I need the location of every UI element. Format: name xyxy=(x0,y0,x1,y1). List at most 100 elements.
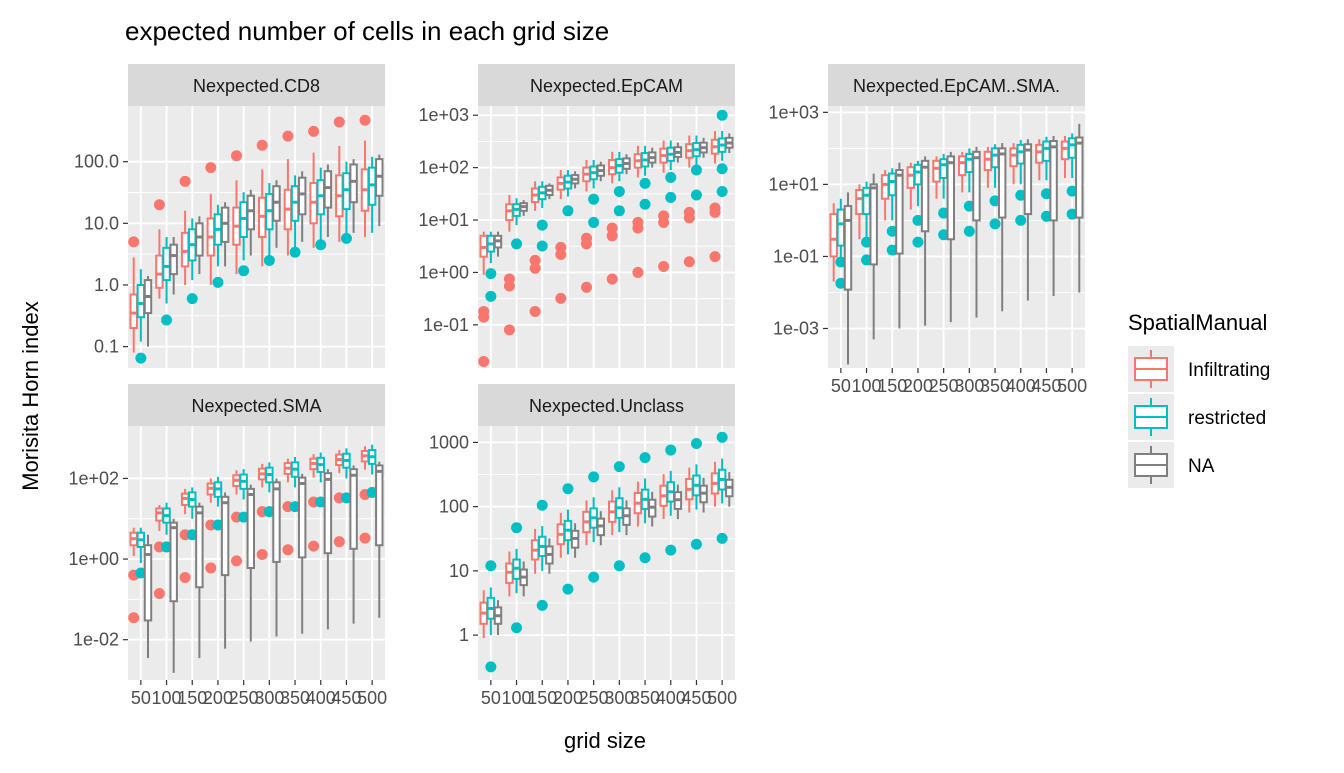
outlier-point xyxy=(555,241,567,253)
box xyxy=(1009,147,1018,168)
y-tick-label: 1.0 xyxy=(94,275,119,295)
box xyxy=(1023,143,1033,216)
box xyxy=(155,254,164,289)
outlier-point xyxy=(665,544,677,556)
outlier-point xyxy=(690,538,702,550)
outlier-point xyxy=(153,587,165,599)
outlier-point xyxy=(632,266,644,278)
facet-strip xyxy=(478,384,735,426)
box xyxy=(990,147,1000,169)
box xyxy=(862,186,871,216)
box xyxy=(272,481,281,563)
panel-marks xyxy=(128,444,384,673)
outlier-point xyxy=(588,193,600,205)
outlier-point xyxy=(315,496,327,508)
outlier-point xyxy=(289,246,301,258)
outlier-point xyxy=(639,552,651,564)
facet-strip xyxy=(478,64,735,106)
outlier-point xyxy=(588,571,600,583)
y-tick-label: 1e+00 xyxy=(68,549,119,569)
outlier-point xyxy=(212,519,224,531)
outlier-point xyxy=(886,244,898,256)
x-tick-label: 150 xyxy=(177,688,207,708)
x-tick-label: 300 xyxy=(254,688,284,708)
chart-title: expected number of cells in each grid si… xyxy=(125,16,609,46)
outlier-point xyxy=(1066,185,1078,197)
outlier-point xyxy=(536,499,548,511)
legend: SpatialManual Infiltrating restricted NA xyxy=(1128,310,1270,488)
x-tick-label: 200 xyxy=(203,688,233,708)
box xyxy=(836,208,846,247)
outlier-point xyxy=(613,461,625,473)
outlier-point xyxy=(333,536,345,548)
x-tick-label: 300 xyxy=(604,688,634,708)
outlier-point xyxy=(658,210,670,222)
legend-item-label: Infiltrating xyxy=(1188,360,1270,381)
outlier-point xyxy=(536,599,548,611)
x-tick-label: 250 xyxy=(579,688,609,708)
outlier-point xyxy=(639,452,651,464)
outlier-point xyxy=(886,225,898,237)
x-tick-label: 100 xyxy=(502,688,532,708)
outlier-point xyxy=(613,560,625,572)
outlier-point xyxy=(529,262,541,274)
box xyxy=(180,231,190,268)
box xyxy=(997,147,1007,219)
facet-strip-label: Nexpected.SMA xyxy=(191,396,321,416)
outlier-point xyxy=(135,567,147,579)
y-tick-label: 1e-02 xyxy=(73,630,119,650)
box xyxy=(913,163,923,186)
box xyxy=(895,169,904,255)
outlier-point xyxy=(606,222,618,234)
y-tick-label: 100 xyxy=(439,497,469,517)
outlier-point xyxy=(562,583,574,595)
outlier-point xyxy=(665,444,677,456)
box xyxy=(946,155,956,241)
y-tick-label: 1e+03 xyxy=(768,102,819,122)
outlier-point xyxy=(690,438,702,450)
box xyxy=(316,179,325,216)
outlier-point xyxy=(503,324,515,336)
y-tick-label: 1e-03 xyxy=(773,318,819,338)
outlier-point xyxy=(665,191,677,203)
outlier-point xyxy=(1015,189,1027,201)
y-tick-label: 1e+02 xyxy=(418,158,469,178)
outlier-point xyxy=(333,116,345,128)
outlier-point xyxy=(485,661,497,673)
x-tick-label: 100 xyxy=(152,688,182,708)
box xyxy=(1042,140,1051,162)
x-tick-label: 250 xyxy=(929,376,959,396)
y-tick-label: 100.0 xyxy=(74,152,119,172)
outlier-point xyxy=(835,277,847,289)
box xyxy=(972,150,981,222)
outlier-point xyxy=(665,171,677,183)
outlier-point xyxy=(716,109,728,121)
outlier-point xyxy=(263,506,275,518)
outlier-point xyxy=(989,195,1001,207)
outlier-point xyxy=(238,265,250,277)
outlier-point xyxy=(861,236,873,248)
box xyxy=(349,468,358,550)
legend-item-label: NA xyxy=(1188,456,1215,477)
outlier-point xyxy=(861,254,873,266)
outlier-point xyxy=(256,548,268,560)
facet-strip-label: Nexpected.EpCAM..SMA. xyxy=(853,76,1060,96)
outlier-point xyxy=(186,529,198,541)
outlier-point xyxy=(503,273,515,285)
outlier-point xyxy=(555,292,567,304)
x-tick-label: 500 xyxy=(707,688,737,708)
box xyxy=(1075,136,1084,219)
box xyxy=(169,521,178,603)
facet-panel: Nexpected.EpCAM..SMA. 1e-03 1e-01 1e+01 1e+0… xyxy=(768,64,1087,396)
box xyxy=(297,476,307,559)
outlier-point xyxy=(912,236,924,248)
outlier-point xyxy=(606,230,618,242)
outlier-point xyxy=(690,189,702,201)
x-tick-label: 300 xyxy=(954,376,984,396)
x-tick-label: 400 xyxy=(306,688,336,708)
box xyxy=(220,495,230,577)
outlier-point xyxy=(1066,208,1078,220)
box xyxy=(855,188,864,216)
